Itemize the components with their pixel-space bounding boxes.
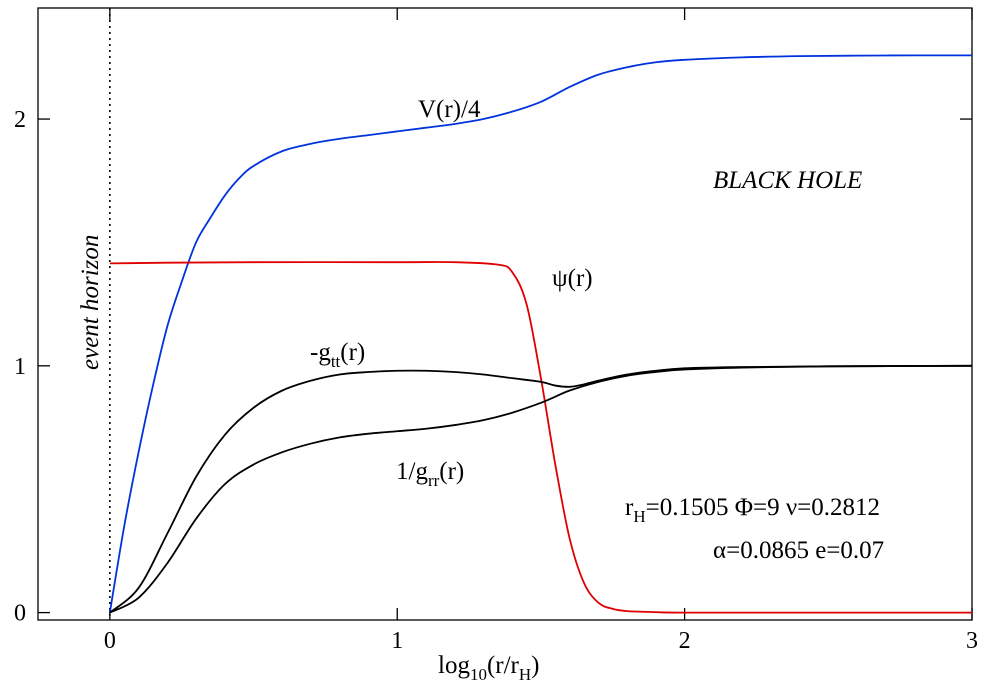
- series-label-gtt-sub: tt: [331, 352, 341, 371]
- plot-frame: [37, 7, 973, 621]
- series-line-psi: [109, 261, 972, 614]
- params-line-1: rH=0.1505 Φ=9 ν=0.2812: [625, 494, 880, 526]
- x-tick-label: 2: [679, 628, 691, 654]
- chart-title: BLACK HOLE: [713, 167, 862, 194]
- y-tick-label: 1: [14, 354, 26, 380]
- x-tick-label: 1: [391, 628, 403, 654]
- params-line-2: α=0.0865 e=0.07: [713, 537, 884, 564]
- series-label-gtt: -gtt(r): [310, 339, 365, 371]
- y-tick-label: 0: [14, 601, 26, 627]
- event-horizon-label: event horizon: [77, 235, 104, 370]
- series-line-V: [108, 54, 973, 613]
- series-label-grr: 1/grr(r): [396, 458, 464, 490]
- tick-labels: 0 1 2 3 0 1 2: [14, 107, 978, 654]
- series-label-psi: ψ(r): [552, 265, 593, 292]
- y-tick-label: 2: [14, 107, 26, 133]
- series-line-gtt: [109, 364, 973, 614]
- x-axis-label: log10(r/rH): [438, 652, 539, 684]
- series-line-grr: [109, 364, 973, 614]
- axis-ticks: [38, 8, 973, 620]
- series-label-v: V(r)/4: [418, 96, 481, 123]
- x-tick-label: 0: [104, 628, 116, 654]
- curves: [108, 54, 973, 614]
- x-tick-label: 3: [966, 628, 978, 654]
- series-label-grr-sub: rr: [428, 471, 440, 490]
